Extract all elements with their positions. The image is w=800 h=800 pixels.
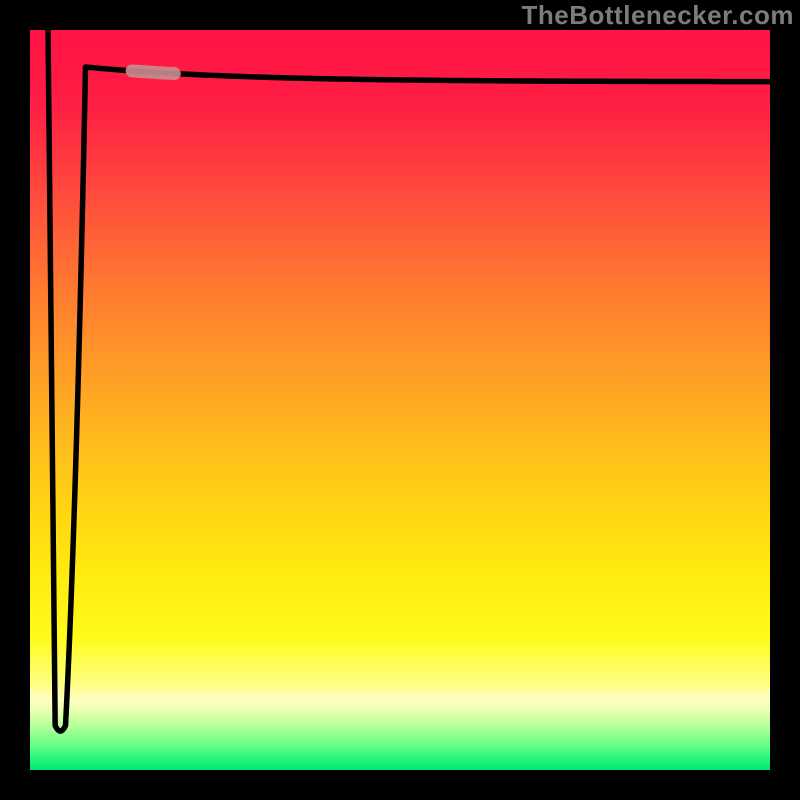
- chart-container: { "viewport": { "w": 800, "h": 800 }, "w…: [0, 0, 800, 800]
- bottleneck-chart: [0, 0, 800, 800]
- curve-highlight-segment: [132, 71, 174, 74]
